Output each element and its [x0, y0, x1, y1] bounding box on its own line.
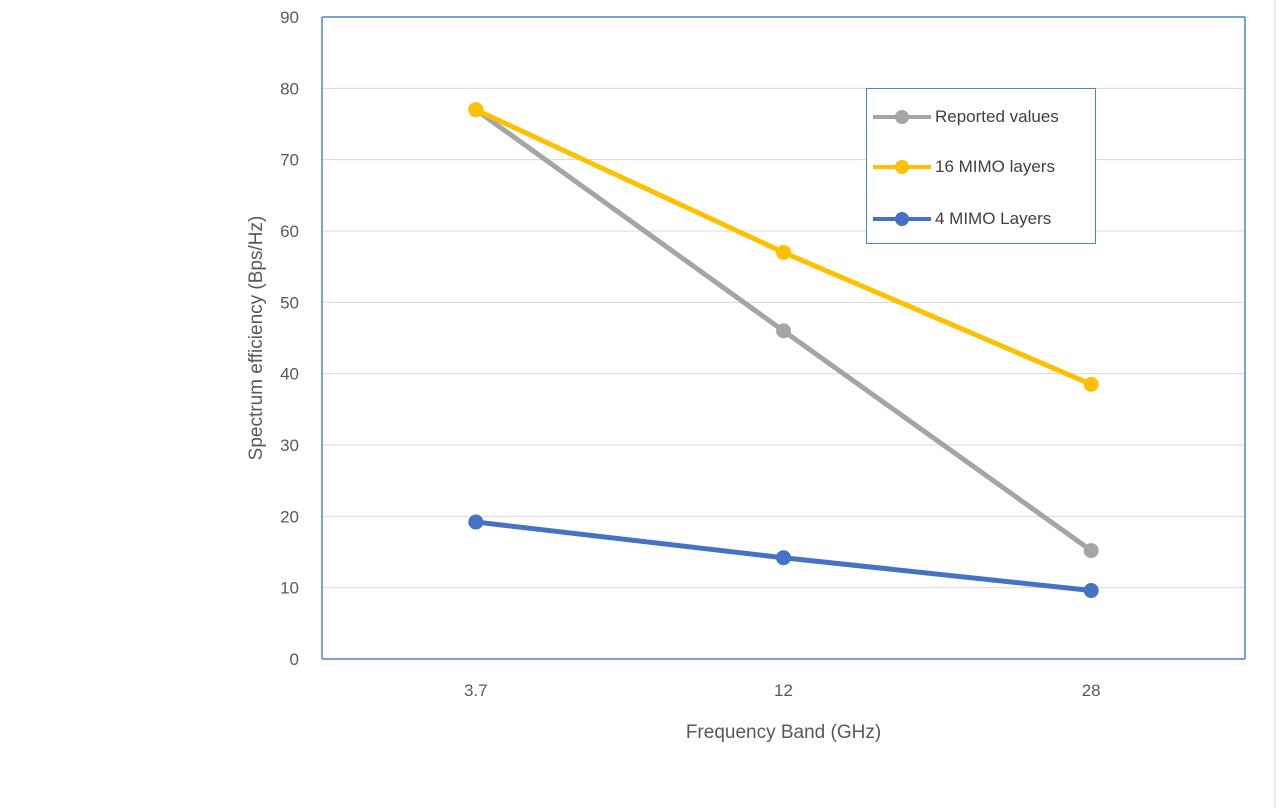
data-point-reported-values-12: [776, 323, 791, 339]
chart-legend: Reported values 16 MIMO layers 4 MIMO La…: [866, 88, 1096, 244]
legend-item-4-mimo-layers: 4 MIMO Layers: [873, 207, 1051, 231]
x-tick-label-12: 12: [774, 681, 793, 700]
y-tick-label-30: 30: [280, 436, 299, 455]
y-tick-label-10: 10: [280, 579, 299, 598]
y-tick-label-60: 60: [280, 222, 299, 241]
y-tick-label-40: 40: [280, 365, 299, 384]
y-tick-label-0: 0: [290, 650, 299, 669]
legend-item-16-mimo-layers: 16 MIMO layers: [873, 155, 1055, 179]
data-point-4-mimo-layers-3-7: [468, 514, 484, 530]
x-tick-label-3.7: 3.7: [464, 681, 488, 700]
x-axis-title: Frequency Band (GHz): [686, 722, 881, 743]
data-point-16-mimo-layers-12: [776, 244, 791, 260]
legend-item-reported-values: Reported values: [873, 105, 1059, 129]
legend-label-16-mimo-layers: 16 MIMO layers: [935, 157, 1055, 176]
y-axis-title: Spectrum efficiency (Bps/Hz): [246, 216, 267, 461]
y-tick-label-20: 20: [280, 507, 299, 526]
legend-swatch-4-mimo-layers: [873, 207, 931, 231]
legend-label-reported-values: Reported values: [935, 107, 1059, 126]
y-tick-label-70: 70: [280, 151, 299, 170]
data-point-4-mimo-layers-28: [1083, 583, 1099, 599]
y-tick-label-50: 50: [280, 293, 299, 312]
data-point-16-mimo-layers-28: [1083, 376, 1099, 392]
x-tick-label-28: 28: [1082, 681, 1101, 700]
y-tick-label-90: 90: [280, 8, 299, 27]
legend-swatch-reported-values: [873, 105, 931, 129]
data-point-16-mimo-layers-3-7: [468, 102, 484, 118]
data-point-reported-values-28: [1083, 543, 1099, 559]
data-point-4-mimo-layers-12: [776, 550, 791, 566]
legend-swatch-16-mimo-layers: [873, 155, 931, 179]
y-tick-label-80: 80: [280, 79, 299, 98]
legend-label-4-mimo-layers: 4 MIMO Layers: [935, 209, 1052, 228]
